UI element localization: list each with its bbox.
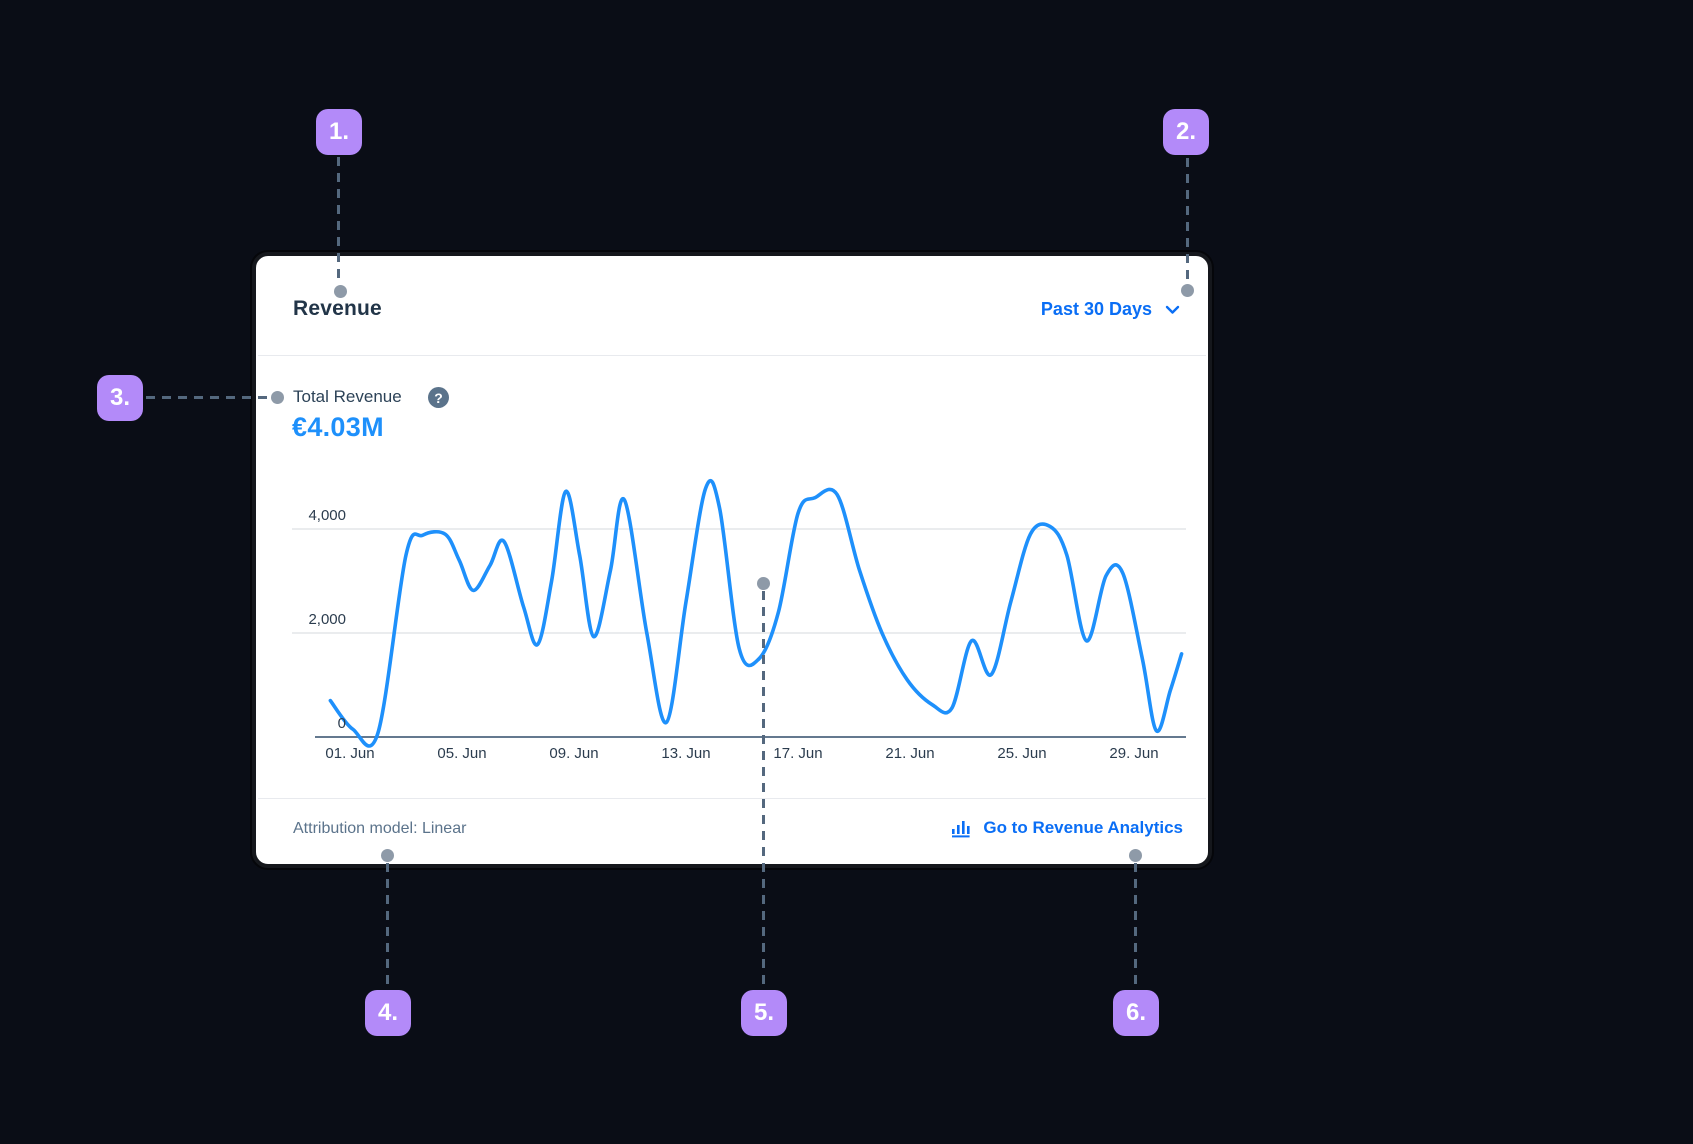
- x-axis-tick-label: 17. Jun: [773, 745, 823, 762]
- connector-dot-2: [1181, 284, 1194, 297]
- x-axis-tick-label: 29. Jun: [1109, 745, 1159, 762]
- connector-dot-3: [271, 391, 284, 404]
- attribution-model-text: Attribution model: Linear: [293, 820, 467, 837]
- x-axis-tick-label: 09. Jun: [549, 745, 599, 762]
- annotation-badge-4: 4.: [365, 990, 411, 1036]
- x-axis-tick-label: 01. Jun: [325, 745, 375, 762]
- chevron-down-icon: [1165, 305, 1180, 315]
- y-axis-tick-label: 2,000: [308, 611, 346, 628]
- kpi-value: €4.03M: [292, 412, 384, 442]
- connector-line-5: [762, 591, 765, 990]
- date-range-selector[interactable]: Past 30 Days: [1041, 299, 1180, 320]
- header-divider: [258, 355, 1206, 356]
- help-glyph: ?: [434, 389, 443, 406]
- connector-dot-6: [1129, 849, 1142, 862]
- question-mark-circle-icon[interactable]: ?: [428, 387, 449, 408]
- annotation-badge-1: 1.: [316, 109, 362, 155]
- x-axis-tick-label: 25. Jun: [997, 745, 1047, 762]
- annotation-badge-5: 5.: [741, 990, 787, 1036]
- footer-divider: [258, 798, 1206, 799]
- x-axis-tick-label: 05. Jun: [437, 745, 487, 762]
- connector-dot-4: [381, 849, 394, 862]
- go-to-revenue-analytics-link[interactable]: Go to Revenue Analytics: [951, 817, 1183, 838]
- revenue-card: [252, 252, 1212, 868]
- annotation-badge-3: 3.: [97, 375, 143, 421]
- x-axis-tick-label: 21. Jun: [885, 745, 935, 762]
- connector-line-4: [386, 863, 389, 990]
- connector-line-3: [146, 396, 270, 399]
- connector-dot-5: [757, 577, 770, 590]
- y-axis-tick-label: 0: [337, 715, 346, 732]
- connector-dot-1: [334, 285, 347, 298]
- connector-line-1: [337, 157, 340, 283]
- kpi-label: Total Revenue: [293, 387, 402, 406]
- card-title: Revenue: [293, 297, 382, 320]
- date-range-label: Past 30 Days: [1040, 299, 1152, 319]
- connector-line-6: [1134, 863, 1137, 990]
- annotation-badge-2: 2.: [1163, 109, 1209, 155]
- x-axis-tick-label: 13. Jun: [661, 745, 711, 762]
- analytics-link-label: Go to Revenue Analytics: [983, 817, 1183, 837]
- annotation-badge-6: 6.: [1113, 990, 1159, 1036]
- connector-line-2: [1186, 158, 1189, 282]
- bar-chart-icon: [951, 817, 972, 838]
- y-axis-tick-label: 4,000: [308, 507, 346, 524]
